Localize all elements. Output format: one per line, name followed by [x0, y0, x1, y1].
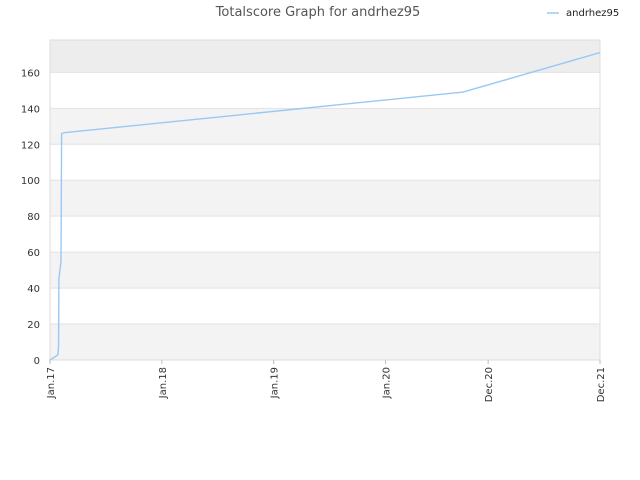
- plot-band: [50, 288, 600, 325]
- x-tick-label: Jan.19: [270, 367, 281, 399]
- y-tick-label: 40: [27, 284, 40, 295]
- plot-band: [50, 252, 600, 289]
- plot-band: [50, 72, 600, 109]
- y-tick-label: 0: [34, 356, 40, 367]
- y-tick-label: 160: [21, 68, 40, 79]
- y-tick-label: 20: [27, 320, 40, 331]
- y-tick-label: 120: [21, 140, 40, 151]
- series-layer: [49, 51, 601, 361]
- x-tick-label: Dec.20: [484, 367, 495, 402]
- x-tick-label: Jan.17: [46, 367, 57, 399]
- y-axis: 0 20 40 60 80 100 120 140 160: [21, 68, 40, 367]
- y-tick-label: 80: [27, 212, 40, 223]
- plot-band: [50, 216, 600, 253]
- chart-title: Totalscore Graph for andrhez95: [215, 5, 421, 20]
- x-tick-label: Jan.20: [382, 367, 393, 399]
- x-axis: Jan.17 Jan.18 Jan.19 Jan.20 Dec.20 Dec.21: [46, 360, 607, 402]
- legend[interactable]: andrhez95: [547, 8, 619, 19]
- plot-bands: [50, 40, 600, 360]
- plot-band: [50, 324, 600, 360]
- y-tick-label: 100: [21, 176, 40, 187]
- plot-band: [50, 144, 600, 181]
- y-tick-label: 140: [21, 104, 40, 115]
- plot-band: [50, 40, 600, 73]
- y-tick-label: 60: [27, 248, 40, 259]
- plot-area: [49, 39, 601, 361]
- plot-band: [50, 108, 600, 145]
- x-tick-label: Jan.18: [158, 367, 169, 399]
- x-tick-label: Dec.21: [596, 367, 607, 402]
- series-line: [49, 51, 601, 361]
- plot-band: [50, 180, 600, 217]
- legend-label: andrhez95: [566, 8, 619, 19]
